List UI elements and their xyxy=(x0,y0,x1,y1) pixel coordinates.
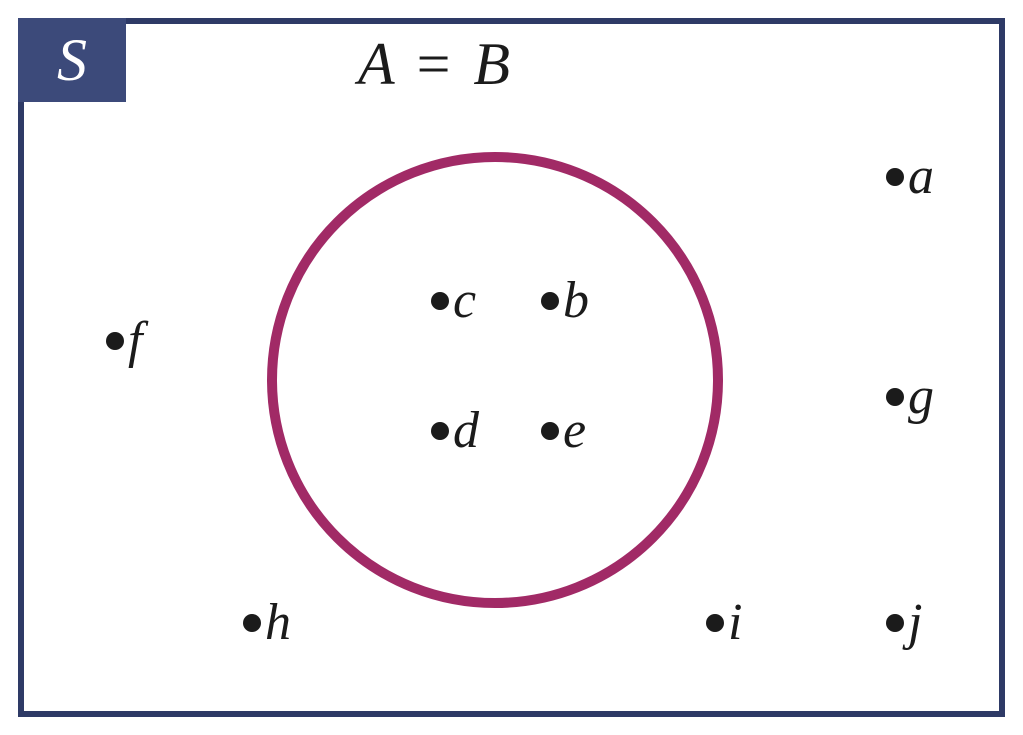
element-dot-icon xyxy=(431,292,449,310)
element-a: a xyxy=(886,147,934,206)
element-label: d xyxy=(453,401,479,460)
set-label-B: B xyxy=(473,31,510,97)
set-circle xyxy=(267,152,723,608)
element-label: j xyxy=(908,593,922,652)
universe-badge: S xyxy=(18,18,126,102)
element-label: a xyxy=(908,147,934,206)
element-dot-icon xyxy=(886,614,904,632)
element-dot-icon xyxy=(886,388,904,406)
element-dot-icon xyxy=(431,422,449,440)
element-dot-icon xyxy=(243,614,261,632)
set-equality-label: A = B xyxy=(358,30,510,99)
element-label: b xyxy=(563,271,589,330)
element-j: j xyxy=(886,593,922,652)
element-dot-icon xyxy=(886,168,904,186)
universe-label: S xyxy=(57,26,87,95)
equals-sign: = xyxy=(409,31,459,97)
element-c: c xyxy=(431,271,476,330)
element-e: e xyxy=(541,401,586,460)
element-label: h xyxy=(265,593,291,652)
element-label: g xyxy=(908,367,934,426)
element-label: c xyxy=(453,271,476,330)
element-f: f xyxy=(106,311,142,370)
element-dot-icon xyxy=(541,422,559,440)
set-label-A: A xyxy=(358,31,394,97)
element-b: b xyxy=(541,271,589,330)
element-g: g xyxy=(886,367,934,426)
element-dot-icon xyxy=(706,614,724,632)
element-dot-icon xyxy=(541,292,559,310)
element-dot-icon xyxy=(106,332,124,350)
element-label: e xyxy=(563,401,586,460)
element-label: f xyxy=(128,311,142,370)
element-label: i xyxy=(728,593,742,652)
element-i: i xyxy=(706,593,742,652)
element-d: d xyxy=(431,401,479,460)
diagram-canvas: S A = B a g j i h f c b d e xyxy=(0,0,1023,735)
element-h: h xyxy=(243,593,291,652)
